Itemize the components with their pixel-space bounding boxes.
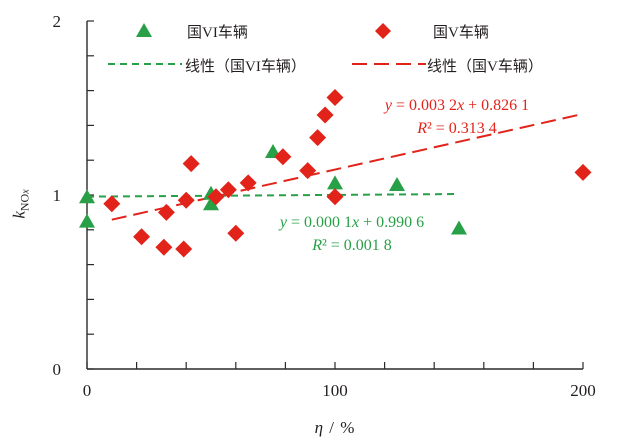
y-axis-title-subsub: x <box>20 189 32 194</box>
legend-diamond-icon <box>375 23 391 39</box>
regression-equation-guo5: y = 0.003 2x + 0.826 1 R² = 0.313 4 <box>364 94 550 140</box>
y-tick-label: 2 <box>53 12 62 31</box>
data-point-diamond <box>177 191 195 209</box>
data-point-diamond <box>103 195 121 213</box>
data-point-diamond <box>309 129 327 147</box>
equation-line: y = 0.003 2x + 0.826 1 <box>384 97 530 114</box>
legend-triangle-icon <box>136 23 152 37</box>
legend-label-guo6: 国VI车辆 <box>187 25 248 41</box>
x-tick-label: 200 <box>570 381 596 400</box>
y-axis-title-sub: NO <box>17 193 32 212</box>
data-point-diamond <box>326 188 344 206</box>
legend-green-dash-icon <box>108 63 182 65</box>
legend-label-guo5: 国V车辆 <box>433 25 489 41</box>
data-point-triangle <box>327 175 343 190</box>
legend-label-linear-guo6: 线性（国VI车辆） <box>185 59 306 75</box>
data-point-diamond <box>326 89 344 107</box>
data-point-diamond <box>274 148 292 166</box>
data-point-triangle <box>79 213 95 228</box>
data-point-triangle <box>389 177 405 192</box>
y-axis-title: kNOx <box>9 189 32 218</box>
x-tick-label: 100 <box>322 381 348 400</box>
data-point-diamond <box>316 106 334 124</box>
data-point-diamond <box>155 238 173 256</box>
x-axis-title: η / % <box>314 418 356 437</box>
x-tick-label: 0 <box>83 381 92 400</box>
data-point-triangle <box>203 196 219 211</box>
data-point-triangle <box>451 220 467 235</box>
r-squared-line: R² = 0.313 4 <box>417 120 497 137</box>
data-point-diamond <box>175 240 193 258</box>
data-point-diamond <box>227 224 245 242</box>
y-axis-title-k: k <box>9 211 29 219</box>
equation-line: y = 0.000 1x + 0.990 6 <box>279 214 425 231</box>
legend-red-dash-icon <box>352 63 426 65</box>
r-squared-line: R² = 0.001 8 <box>312 237 392 254</box>
data-point-diamond <box>574 163 592 181</box>
data-point-diamond <box>133 228 151 246</box>
data-point-diamond <box>207 188 225 206</box>
legend-label-linear-guo5: 线性（国V车辆） <box>427 59 543 75</box>
regression-equation-guo6: y = 0.000 1x + 0.990 6 R² = 0.001 8 <box>264 211 440 257</box>
data-point-diamond <box>239 174 257 192</box>
data-point-triangle <box>79 189 95 204</box>
data-point-diamond <box>182 155 200 173</box>
trendline <box>86 193 460 198</box>
data-point-diamond <box>157 203 175 221</box>
data-point-diamond <box>299 162 317 180</box>
data-point-diamond <box>219 181 237 199</box>
y-tick-label: 0 <box>53 360 62 379</box>
y-tick-label: 1 <box>53 186 62 205</box>
